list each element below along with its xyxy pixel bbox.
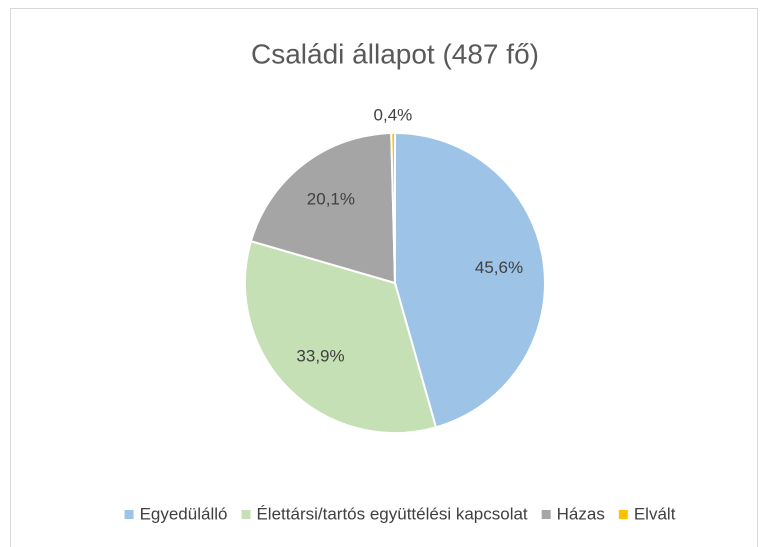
pie-slice — [244, 239, 438, 434]
legend-label: Házas — [557, 504, 605, 523]
legend-swatch — [541, 510, 551, 519]
chart-title: Családi állapot (487 fő) — [251, 38, 539, 69]
legend-label: Elvált — [634, 504, 676, 523]
legend-label: Egyedülálló — [140, 504, 228, 523]
data-label: 20,1% — [307, 189, 355, 208]
legend-label: Élettársi/tartós együttélési kapcsolat — [256, 504, 527, 523]
pie-slice — [249, 132, 397, 285]
legend-swatch — [618, 510, 628, 519]
pie-slice — [394, 131, 546, 429]
pie-slice — [390, 131, 396, 284]
data-label: 0,4% — [374, 105, 413, 124]
data-label: 45,6% — [475, 258, 523, 277]
data-label: 33,9% — [296, 346, 344, 365]
legend-swatch — [241, 510, 251, 519]
legend-swatch — [124, 510, 134, 519]
